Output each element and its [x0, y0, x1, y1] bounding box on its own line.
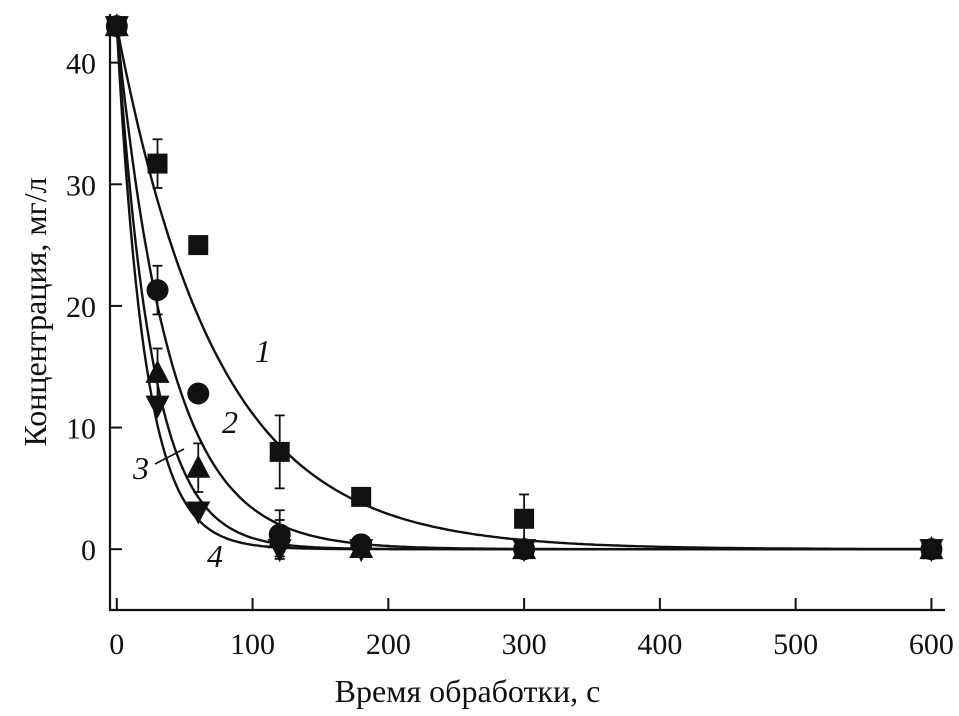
- triangle-down-marker: [512, 539, 537, 563]
- square-marker: [269, 441, 290, 462]
- y-tick-label: 30: [66, 169, 96, 202]
- fit-curve-1: [115, 25, 932, 551]
- fit-curves: [115, 25, 932, 551]
- x-tick-label: 200: [366, 628, 411, 661]
- y-tick-label: 0: [81, 534, 96, 567]
- y-tick-label: 20: [66, 291, 96, 324]
- data-markers: [104, 13, 944, 563]
- y-axis-title: Концентрация, мг/л: [17, 177, 53, 446]
- error-bars: [152, 138, 530, 560]
- axis-frame: [108, 14, 945, 612]
- x-tick-label: 0: [109, 628, 124, 661]
- x-axis-title: Время обработки, с: [335, 673, 601, 709]
- triangle-up-marker: [145, 359, 170, 383]
- triangle-down-marker: [186, 501, 211, 525]
- x-tick-label: 600: [909, 628, 954, 661]
- y-tick-label: 40: [66, 48, 96, 81]
- y-tick-label: 10: [66, 413, 96, 446]
- square-marker: [514, 508, 535, 529]
- circle-marker: [187, 382, 210, 405]
- x-tick-label: 500: [773, 628, 818, 661]
- curve-labels: 12 3 4: [132, 333, 271, 574]
- x-tick-label: 300: [502, 628, 547, 661]
- curve-label-3: 3: [132, 450, 149, 486]
- triangle-up-marker: [186, 454, 211, 478]
- curve-label-4: 4: [207, 538, 223, 574]
- circle-marker: [146, 279, 169, 302]
- triangle-down-marker: [267, 539, 292, 563]
- x-tick-label: 100: [230, 628, 275, 661]
- fit-curve-2: [115, 26, 932, 551]
- square-marker: [351, 486, 372, 507]
- fit-curve-4: [115, 26, 932, 551]
- triangle-down-marker: [349, 539, 374, 563]
- fit-curve-3: [115, 26, 932, 551]
- axes: 0 100 200 300 400 500 600 0 10 20 30 40: [66, 14, 954, 661]
- curve-label-1: 1: [255, 333, 271, 369]
- x-tick-label: 400: [637, 628, 682, 661]
- triangle-down-marker: [145, 395, 170, 419]
- curve-label-2: 2: [222, 404, 238, 440]
- triangle-down-marker: [104, 16, 129, 40]
- curve-label-leader: [154, 448, 185, 465]
- triangle-down-marker: [919, 539, 944, 563]
- square-marker: [188, 235, 209, 256]
- square-marker: [147, 153, 168, 174]
